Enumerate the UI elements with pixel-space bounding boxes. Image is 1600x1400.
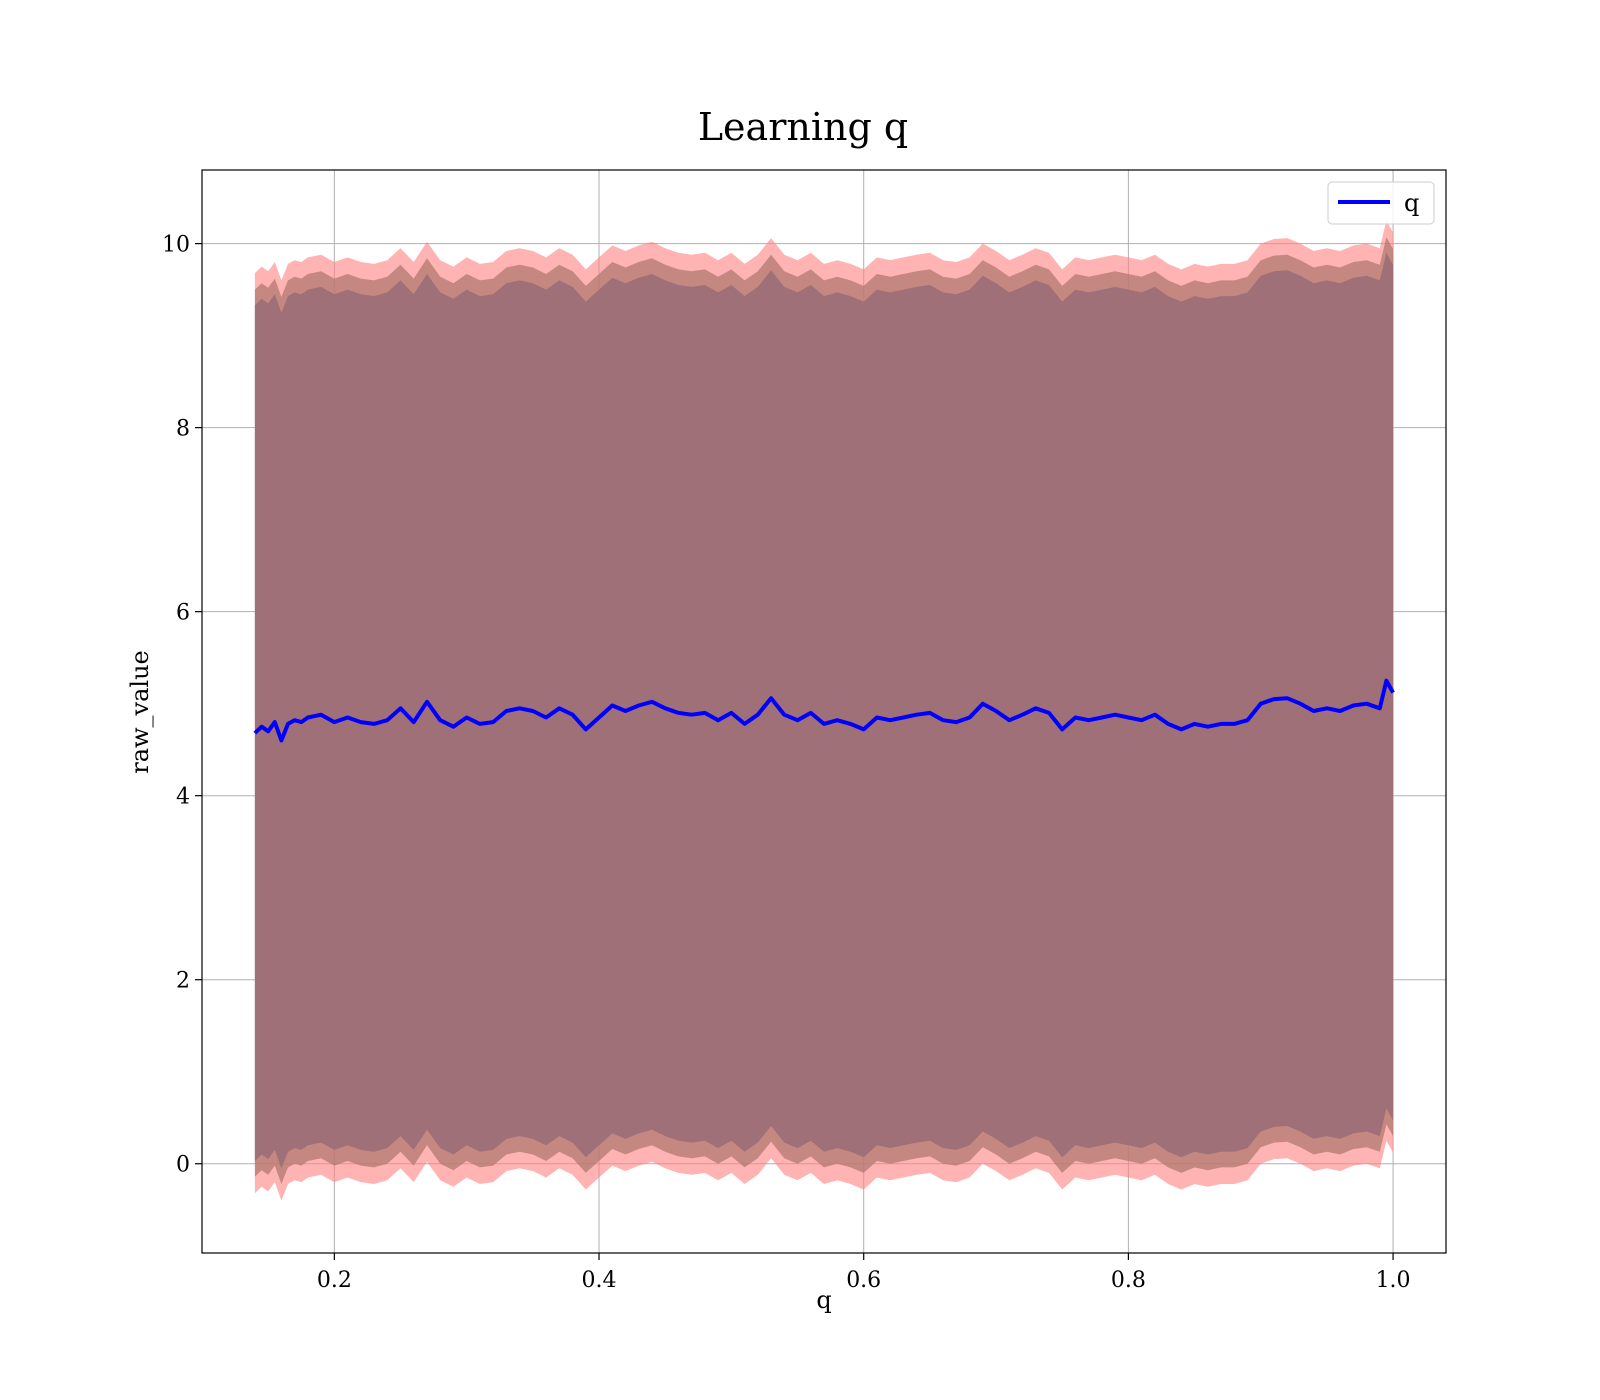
series-line-q — [253, 678, 1395, 743]
series-group — [253, 678, 1395, 743]
plot-frame — [201, 169, 1447, 1254]
y-tick-label-5: 10 — [162, 233, 190, 258]
bands — [254, 220, 1394, 1201]
chart-title: Learning q — [698, 105, 908, 149]
y-tick-label-2: 4 — [176, 785, 190, 810]
x-axis-label: q — [816, 1286, 831, 1314]
x-tick-label-1: 0.4 — [582, 1268, 617, 1293]
legend: q — [1327, 181, 1435, 225]
band-inner — [254, 252, 1394, 1169]
x-tick-label-2: 0.6 — [846, 1268, 881, 1293]
x-tick-label-3: 0.8 — [1111, 1268, 1146, 1293]
ticks: 0.2 0.4 0.6 0.8 1.0 0 2 4 6 8 10 — [162, 233, 1411, 1293]
y-axis-label: raw_value — [126, 650, 154, 774]
y-tick-label-0: 0 — [176, 1153, 190, 1178]
y-tick-label-4: 8 — [176, 417, 190, 442]
y-tick-label-3: 6 — [176, 601, 190, 626]
x-tick-label-4: 1.0 — [1376, 1268, 1411, 1293]
y-tick-label-1: 2 — [176, 969, 190, 994]
legend-label-q: q — [1404, 189, 1419, 217]
x-tick-label-0: 0.2 — [317, 1268, 352, 1293]
